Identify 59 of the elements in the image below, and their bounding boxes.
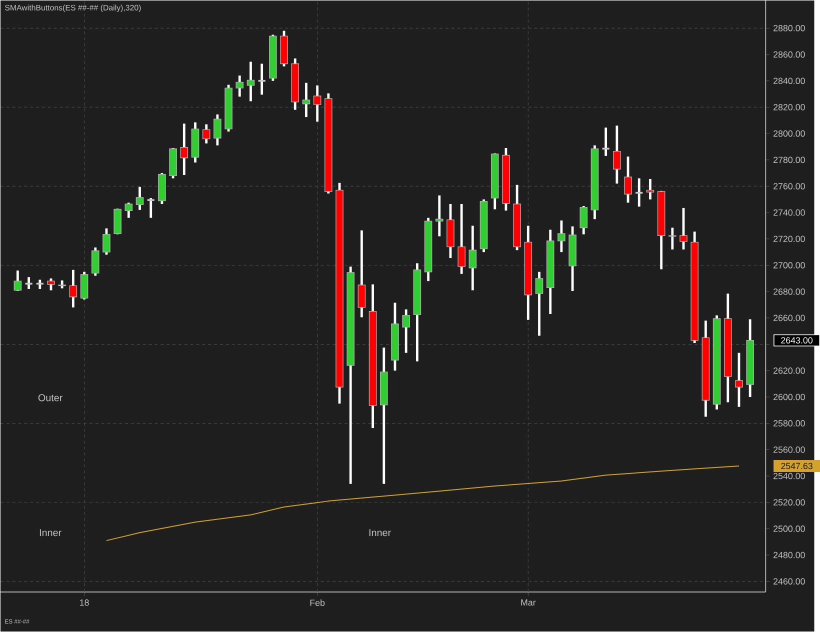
candlestick bbox=[47, 277, 55, 292]
y-tick-label: 2520.00 bbox=[774, 499, 805, 506]
candlestick bbox=[468, 224, 477, 292]
y-tick-label: 2840.00 bbox=[774, 78, 805, 84]
candlestick bbox=[246, 60, 255, 103]
candlestick bbox=[69, 268, 78, 309]
candlestick bbox=[313, 84, 322, 124]
candlestick bbox=[136, 186, 144, 212]
candlestick bbox=[202, 123, 210, 145]
annotation: Outer bbox=[38, 394, 63, 402]
y-tick-label: 2880.00 bbox=[774, 25, 805, 32]
y-tick-label: 2560.00 bbox=[774, 446, 805, 454]
y-tick-label: 2740.00 bbox=[774, 210, 805, 216]
candlestick bbox=[580, 204, 588, 236]
y-tick-label: 2480.00 bbox=[774, 552, 805, 558]
x-tick-label: Feb bbox=[310, 600, 325, 606]
text: 2547.63 bbox=[781, 462, 812, 470]
candlestick bbox=[680, 206, 688, 251]
annotation: Inner bbox=[369, 529, 391, 536]
y-tick-label: 2680.00 bbox=[774, 288, 805, 295]
y-tick-label: 2540.00 bbox=[774, 473, 805, 480]
x-tick-label: 18 bbox=[80, 600, 89, 606]
candlestick bbox=[558, 219, 566, 254]
y-tick-label: 2580.00 bbox=[774, 420, 805, 427]
candlestick bbox=[458, 202, 466, 276]
y-tick-label: 2860.00 bbox=[774, 52, 805, 58]
y-tick-label: 2760.00 bbox=[774, 183, 805, 190]
line-series bbox=[106, 466, 740, 542]
y-tick-label: 2660.00 bbox=[774, 314, 805, 322]
text: 2643.00 bbox=[781, 337, 813, 344]
candlestick bbox=[646, 178, 654, 201]
candlestick bbox=[358, 229, 366, 319]
y-tick-label: 2600.00 bbox=[774, 394, 805, 400]
candlestick bbox=[214, 113, 222, 147]
candlestick bbox=[124, 202, 133, 220]
y-tick-label: 2820.00 bbox=[774, 104, 805, 111]
candlestick bbox=[613, 124, 621, 185]
y-tick-label: 2460.00 bbox=[774, 578, 805, 585]
candlestick bbox=[146, 197, 156, 220]
candlestick bbox=[80, 270, 88, 301]
candlestick bbox=[535, 270, 544, 338]
candlestick bbox=[435, 194, 444, 238]
y-tick-label: 2620.00 bbox=[774, 368, 805, 374]
x-tick-label: Mar bbox=[521, 600, 536, 606]
candlestick bbox=[14, 270, 22, 292]
annotation: Inner bbox=[40, 529, 62, 536]
y-tick-label: 2780.00 bbox=[774, 156, 805, 164]
candlestick bbox=[102, 227, 110, 256]
candlestick bbox=[236, 74, 244, 98]
candlestick bbox=[91, 246, 100, 278]
candlestick bbox=[302, 82, 310, 118]
candlestick bbox=[180, 122, 188, 176]
y-tick-label: 2500.00 bbox=[774, 526, 805, 532]
y-tick-label: 2720.00 bbox=[774, 236, 805, 242]
y-tick-label: 2700.00 bbox=[774, 262, 805, 269]
candlestick bbox=[402, 308, 410, 354]
y-tick-label: 2800.00 bbox=[774, 130, 805, 137]
candlestick bbox=[624, 156, 632, 204]
candlestick bbox=[735, 352, 743, 408]
